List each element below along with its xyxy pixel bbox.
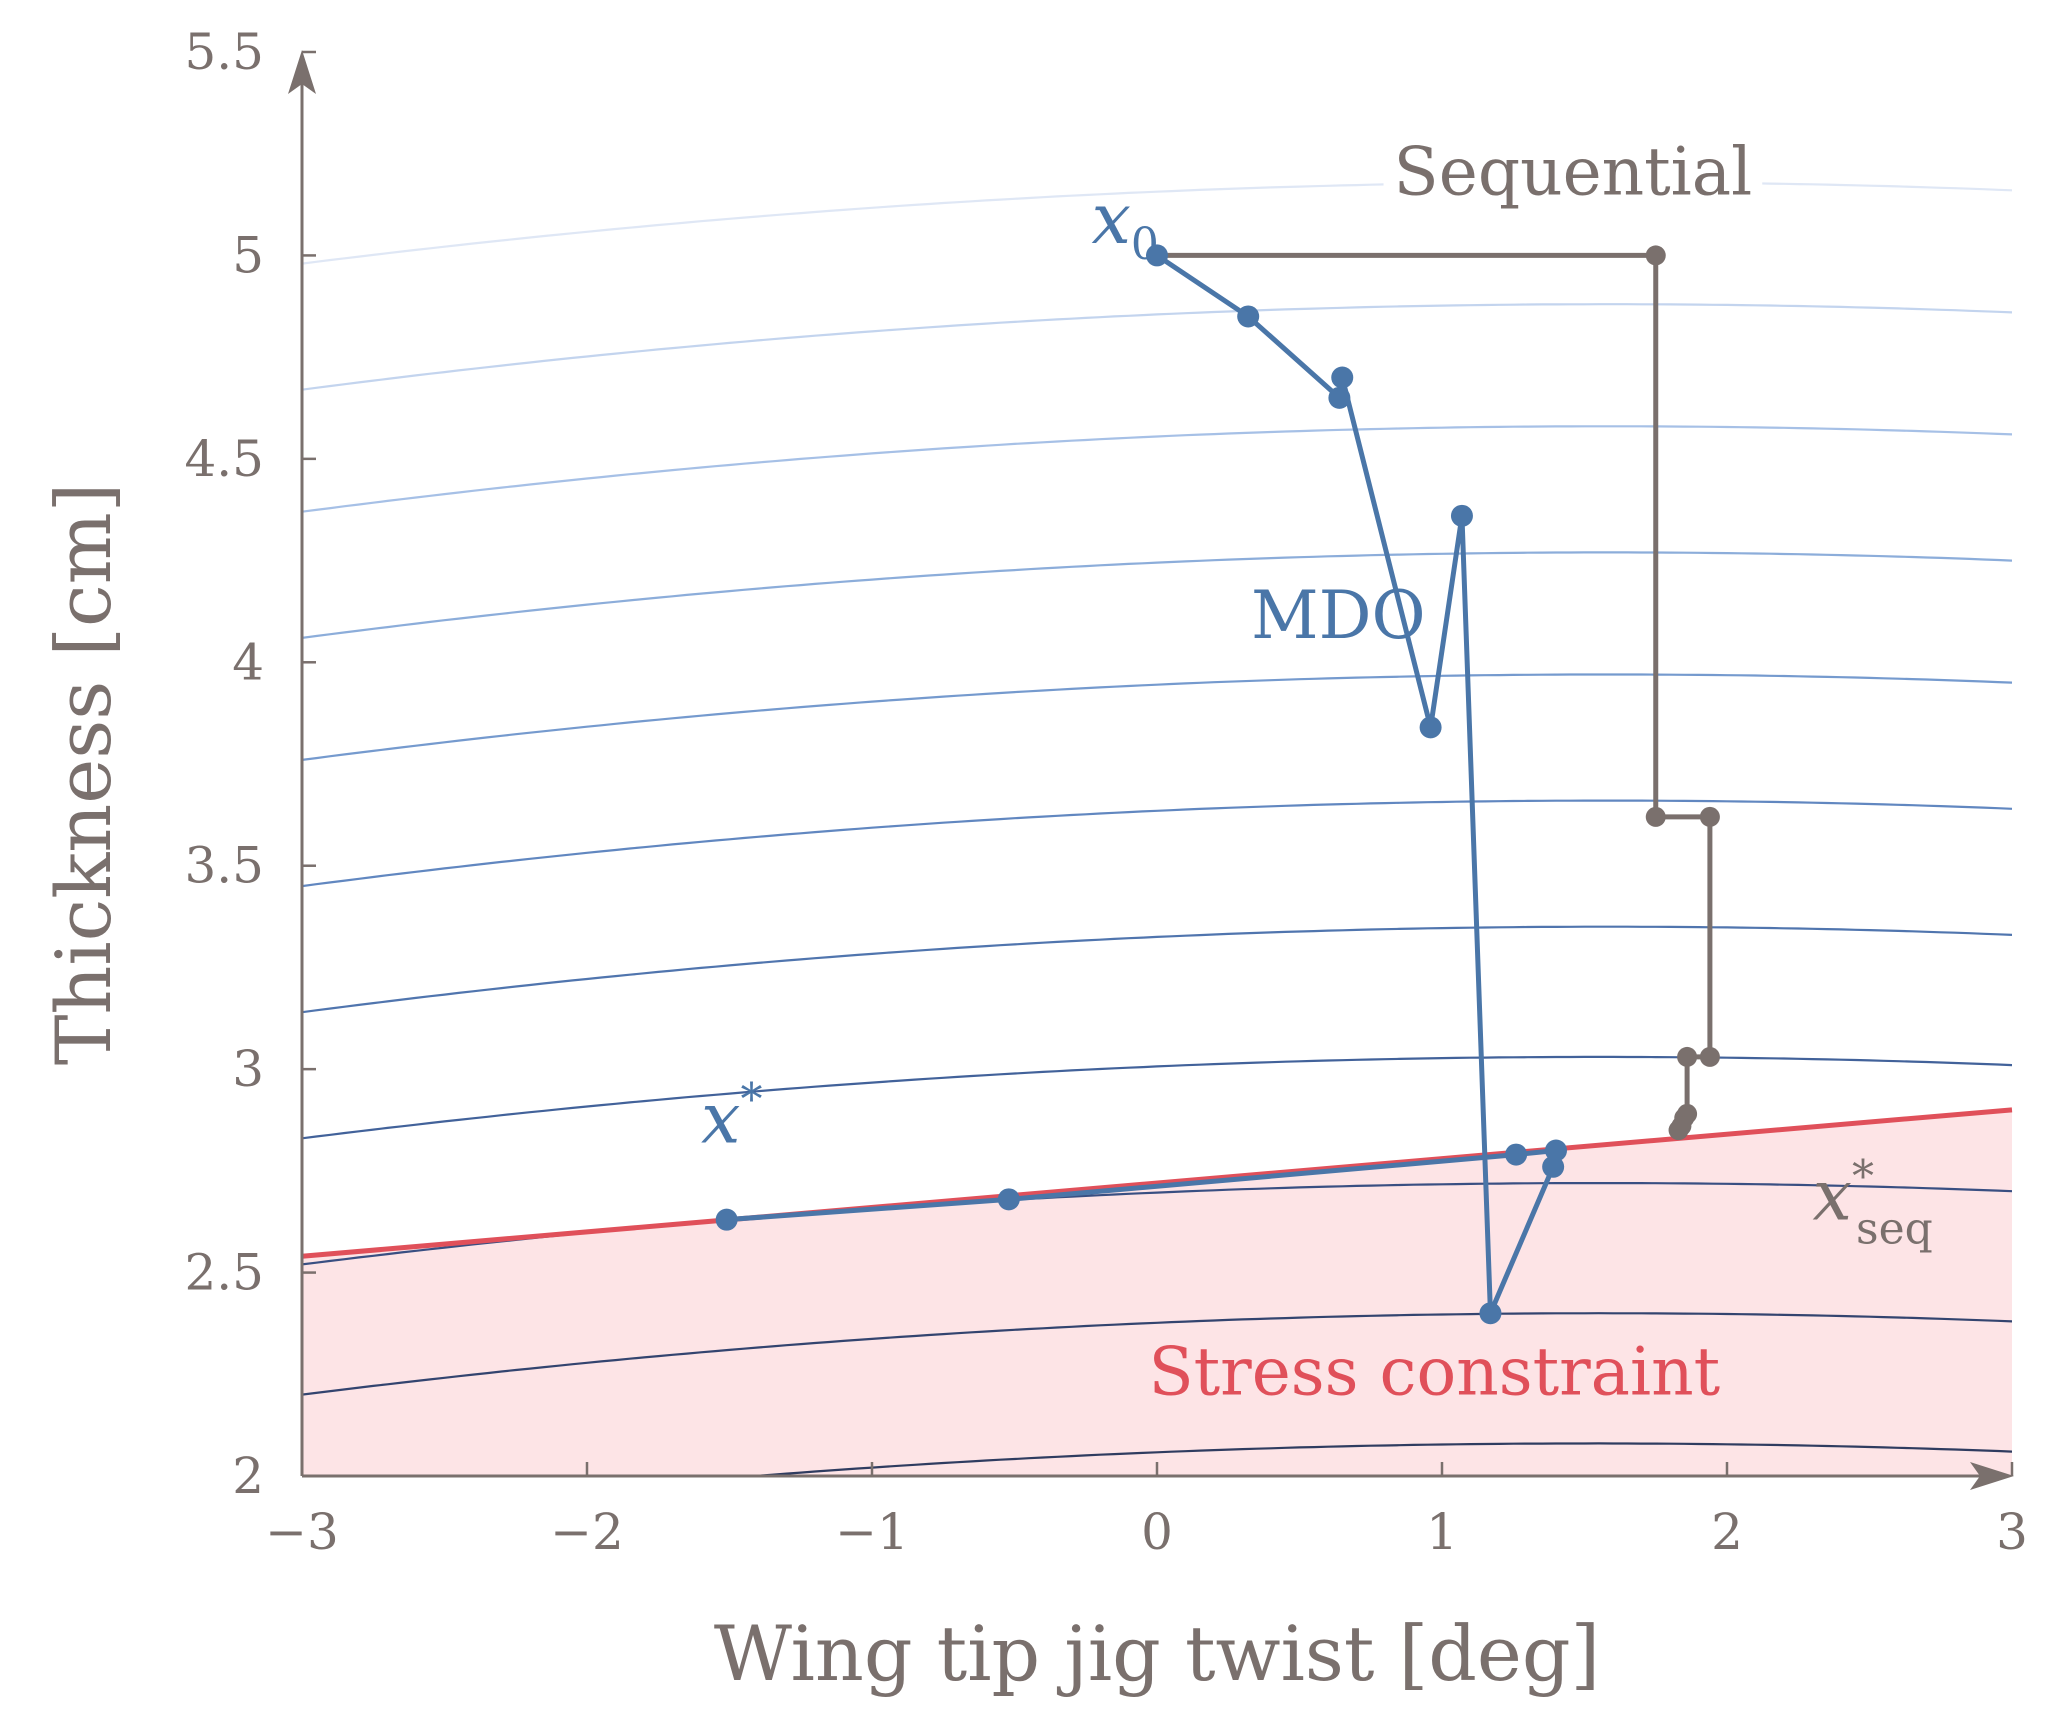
x-tick-label: −1	[835, 1503, 909, 1561]
contour-line-11	[741, 1442, 2012, 1476]
sequential-point	[1668, 1120, 1689, 1141]
x-tick-label: 3	[1996, 1503, 2028, 1561]
x0-label: x0	[1091, 178, 1158, 270]
objective-contours	[302, 181, 2012, 1476]
x-tick-label: −2	[550, 1503, 624, 1561]
sequential-point	[1645, 806, 1666, 827]
infeasible-region-layer	[302, 1109, 2012, 1476]
contour-line-10	[302, 1312, 2012, 1396]
x-star-seq-label: x* seq	[1813, 1152, 1933, 1255]
mdo-point	[1545, 1139, 1567, 1162]
sequential-point	[1699, 806, 1720, 827]
y-axis-title: Thickness [cm]	[39, 483, 128, 1066]
stress-constraint-layer	[301, 1107, 2013, 1259]
y-tick-label: 5.5	[184, 23, 264, 81]
x-tick-label: 1	[1426, 1503, 1458, 1561]
x-tick-label: −3	[265, 1503, 339, 1561]
contour-line-7	[302, 925, 2012, 1014]
contour-line-2	[302, 303, 2012, 391]
stress-constraint-label: Stress constraint	[1148, 1334, 1720, 1411]
y-tick-label: 3.5	[184, 837, 264, 895]
mdo-point	[1237, 305, 1260, 328]
mdo-point	[997, 1188, 1020, 1211]
sequential-point	[1699, 1046, 1720, 1067]
mdo-point	[1146, 244, 1168, 267]
optimization-paths	[715, 244, 1720, 1325]
contour-line-3	[302, 425, 2012, 513]
sequential-point	[1677, 1046, 1698, 1067]
mdo-label: MDO	[1251, 577, 1426, 654]
x-tick-label: 0	[1141, 1503, 1173, 1561]
infeasible-region	[302, 1109, 2012, 1476]
mdo-point	[1479, 1302, 1502, 1325]
mdo-point	[1505, 1143, 1528, 1166]
mdo-point	[1331, 366, 1354, 389]
contour-line-6	[302, 799, 2012, 888]
mdo-point	[1419, 716, 1442, 739]
x-tick-label: 2	[1711, 1503, 1743, 1561]
annotations: Wing tip jig twist [deg] Thickness [cm] …	[39, 133, 1933, 1698]
y-tick-label: 2.5	[184, 1244, 264, 1302]
y-tick-label: 4	[232, 633, 264, 691]
sequential-point	[1645, 245, 1666, 266]
stress-constraint-line	[301, 1107, 2013, 1259]
mdo-point	[1450, 504, 1473, 527]
mdo-point	[715, 1208, 738, 1231]
mdo-point	[1328, 386, 1351, 409]
x-axis-title: Wing tip jig twist [deg]	[714, 1609, 1600, 1698]
x-star-label: x*	[701, 1074, 762, 1159]
x-axis-arrowhead	[1970, 1462, 2014, 1490]
y-tick-label: 2	[232, 1447, 264, 1505]
y-tick-label: 5	[232, 226, 264, 284]
contour-line-5	[302, 673, 2012, 761]
y-tick-label: 3	[232, 1040, 264, 1098]
contour-line-8	[302, 1055, 2012, 1140]
y-tick-label: 4.5	[184, 430, 264, 488]
sequential-label-background	[1383, 141, 1763, 209]
sequential-label: Sequential	[1394, 133, 1753, 210]
y-axis-arrowhead	[288, 50, 316, 94]
mdo-point	[1542, 1155, 1565, 1178]
mdo-path	[726, 253, 1559, 1316]
contour-line-4	[302, 551, 2012, 639]
axes: −3 −2 −1 0 1 2 3 2 2.5 3 3.5 4 4.5 5 5.5	[184, 23, 2027, 1561]
